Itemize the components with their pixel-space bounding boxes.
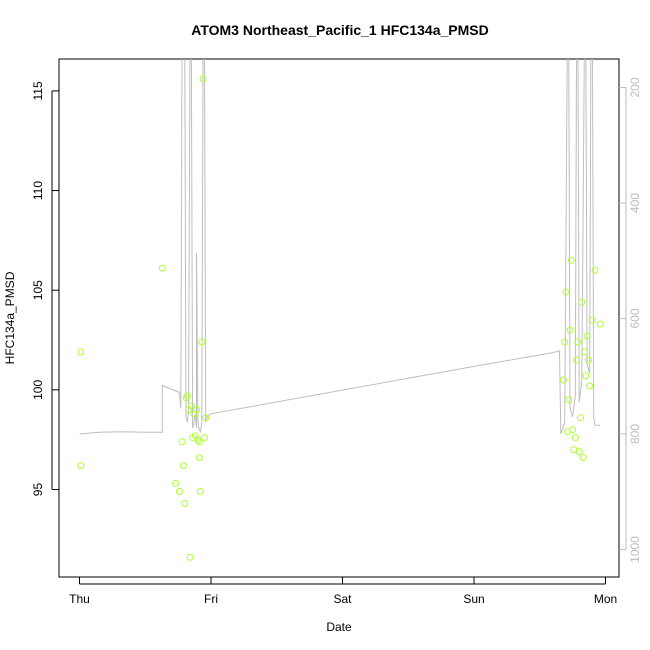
- data-point: [573, 356, 581, 364]
- data-point: [579, 454, 587, 462]
- y-tick-label: 115: [31, 81, 45, 100]
- data-point: [561, 338, 569, 346]
- data-point: [178, 438, 186, 446]
- y-right-tick-label: 800: [628, 424, 642, 444]
- data-point: [578, 298, 586, 306]
- data-point: [584, 356, 592, 364]
- data-point: [202, 414, 210, 422]
- chart-title: ATOM3 Northeast_Pacific_1 HFC134a_PMSD: [191, 22, 488, 38]
- data-point: [575, 448, 583, 456]
- data-point: [175, 488, 183, 495]
- data-point: [559, 376, 567, 384]
- data-point: [183, 392, 191, 400]
- y-tick-label: 110: [31, 181, 45, 200]
- data-point: [182, 394, 190, 402]
- data-point: [567, 256, 575, 264]
- data-point: [195, 454, 203, 462]
- data-point: [193, 406, 200, 414]
- data-point: [586, 382, 594, 390]
- data-point: [583, 332, 591, 340]
- data-point: [200, 434, 208, 442]
- data-point: [582, 372, 590, 380]
- data-point: [574, 338, 582, 346]
- data-point: [179, 462, 187, 470]
- data-point: [562, 288, 570, 296]
- data-point: [186, 553, 194, 561]
- x-tick-label: Sat: [333, 592, 352, 606]
- y-axis-right: 200 400 600 800 1000: [619, 77, 642, 563]
- x-tick-label: Thu: [69, 592, 90, 606]
- plot-area: [77, 59, 604, 561]
- x-tick-label: Fri: [204, 592, 218, 606]
- data-point: [187, 402, 195, 410]
- data-point: [581, 348, 588, 356]
- data-point: [77, 348, 85, 356]
- data-point: [181, 500, 189, 507]
- data-point: [158, 264, 166, 272]
- data-point: [199, 75, 207, 83]
- x-axis: Thu Fri Sat Sun Mon: [69, 577, 617, 606]
- data-point: [571, 434, 579, 442]
- y-right-tick-label: 400: [628, 193, 642, 213]
- y-right-tick-label: 1000: [628, 536, 642, 563]
- y-tick-label: 100: [31, 380, 45, 400]
- y-axis-label: HFC134a_PMSD: [3, 271, 17, 364]
- y-right-tick-label: 600: [628, 308, 642, 328]
- x-tick-label: Mon: [594, 592, 617, 606]
- x-axis-label: Date: [326, 620, 352, 634]
- y-tick-label: 105: [31, 280, 45, 300]
- data-point: [591, 266, 599, 274]
- data-point: [566, 326, 574, 334]
- y-right-tick-label: 200: [628, 77, 642, 97]
- data-point: [596, 320, 604, 328]
- y-axis: 95 100 105 110 115: [31, 81, 59, 496]
- y-tick-label: 95: [31, 483, 45, 497]
- data-point: [77, 462, 85, 470]
- data-point: [588, 316, 596, 324]
- data-point: [577, 414, 584, 422]
- data-point: [565, 396, 573, 404]
- data-point: [172, 480, 179, 487]
- data-point: [569, 426, 577, 434]
- series-line: [79, 59, 601, 435]
- data-point: [198, 338, 206, 346]
- x-tick-label: Sun: [463, 592, 484, 606]
- data-point: [194, 436, 202, 444]
- plot-frame: [58, 58, 620, 578]
- data-point: [197, 488, 204, 495]
- data-point: [195, 438, 203, 446]
